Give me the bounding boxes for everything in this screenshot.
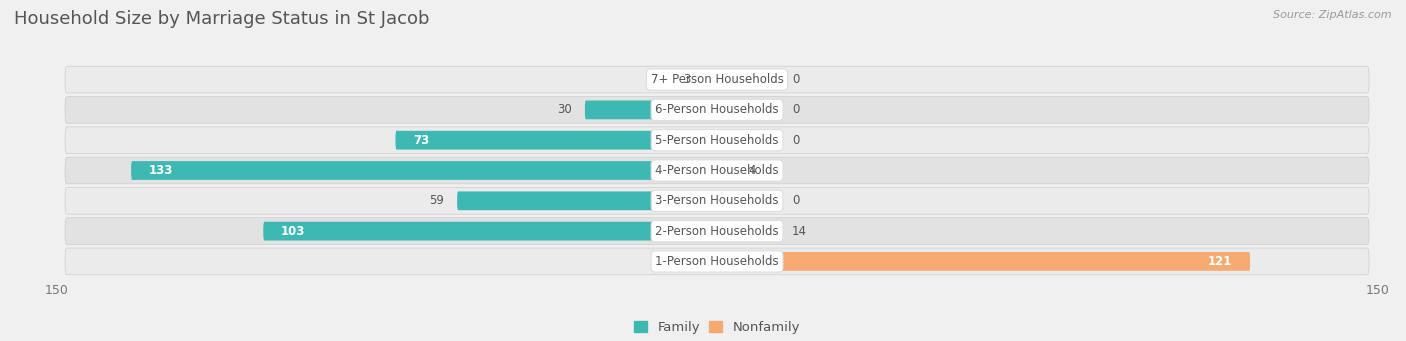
FancyBboxPatch shape	[263, 222, 717, 240]
Text: Source: ZipAtlas.com: Source: ZipAtlas.com	[1274, 10, 1392, 20]
FancyBboxPatch shape	[717, 161, 735, 180]
Text: 103: 103	[281, 225, 305, 238]
FancyBboxPatch shape	[457, 191, 717, 210]
Text: 3: 3	[683, 73, 690, 86]
FancyBboxPatch shape	[65, 97, 1369, 123]
Text: 0: 0	[792, 103, 800, 116]
Text: 59: 59	[429, 194, 444, 207]
Text: 0: 0	[792, 134, 800, 147]
Text: 30: 30	[557, 103, 572, 116]
Text: 133: 133	[149, 164, 173, 177]
Text: 7+ Person Households: 7+ Person Households	[651, 73, 783, 86]
FancyBboxPatch shape	[65, 127, 1369, 153]
FancyBboxPatch shape	[717, 252, 1250, 271]
Text: 3-Person Households: 3-Person Households	[655, 194, 779, 207]
Text: 5-Person Households: 5-Person Households	[655, 134, 779, 147]
FancyBboxPatch shape	[717, 101, 775, 119]
FancyBboxPatch shape	[65, 248, 1369, 275]
FancyBboxPatch shape	[704, 70, 717, 89]
Text: 73: 73	[413, 134, 429, 147]
Text: 14: 14	[792, 225, 807, 238]
Text: 121: 121	[1208, 255, 1233, 268]
FancyBboxPatch shape	[717, 222, 779, 240]
Text: 0: 0	[792, 73, 800, 86]
Text: 4-Person Households: 4-Person Households	[655, 164, 779, 177]
FancyBboxPatch shape	[65, 157, 1369, 184]
FancyBboxPatch shape	[585, 101, 717, 119]
FancyBboxPatch shape	[65, 218, 1369, 244]
Text: Household Size by Marriage Status in St Jacob: Household Size by Marriage Status in St …	[14, 10, 430, 28]
FancyBboxPatch shape	[395, 131, 717, 150]
Text: 6-Person Households: 6-Person Households	[655, 103, 779, 116]
Text: 4: 4	[748, 164, 755, 177]
Text: 2-Person Households: 2-Person Households	[655, 225, 779, 238]
FancyBboxPatch shape	[717, 131, 775, 150]
FancyBboxPatch shape	[717, 191, 775, 210]
FancyBboxPatch shape	[65, 188, 1369, 214]
Legend: Family, Nonfamily: Family, Nonfamily	[634, 321, 800, 334]
FancyBboxPatch shape	[65, 66, 1369, 93]
FancyBboxPatch shape	[717, 70, 775, 89]
Text: 1-Person Households: 1-Person Households	[655, 255, 779, 268]
Text: 0: 0	[792, 194, 800, 207]
FancyBboxPatch shape	[131, 161, 717, 180]
